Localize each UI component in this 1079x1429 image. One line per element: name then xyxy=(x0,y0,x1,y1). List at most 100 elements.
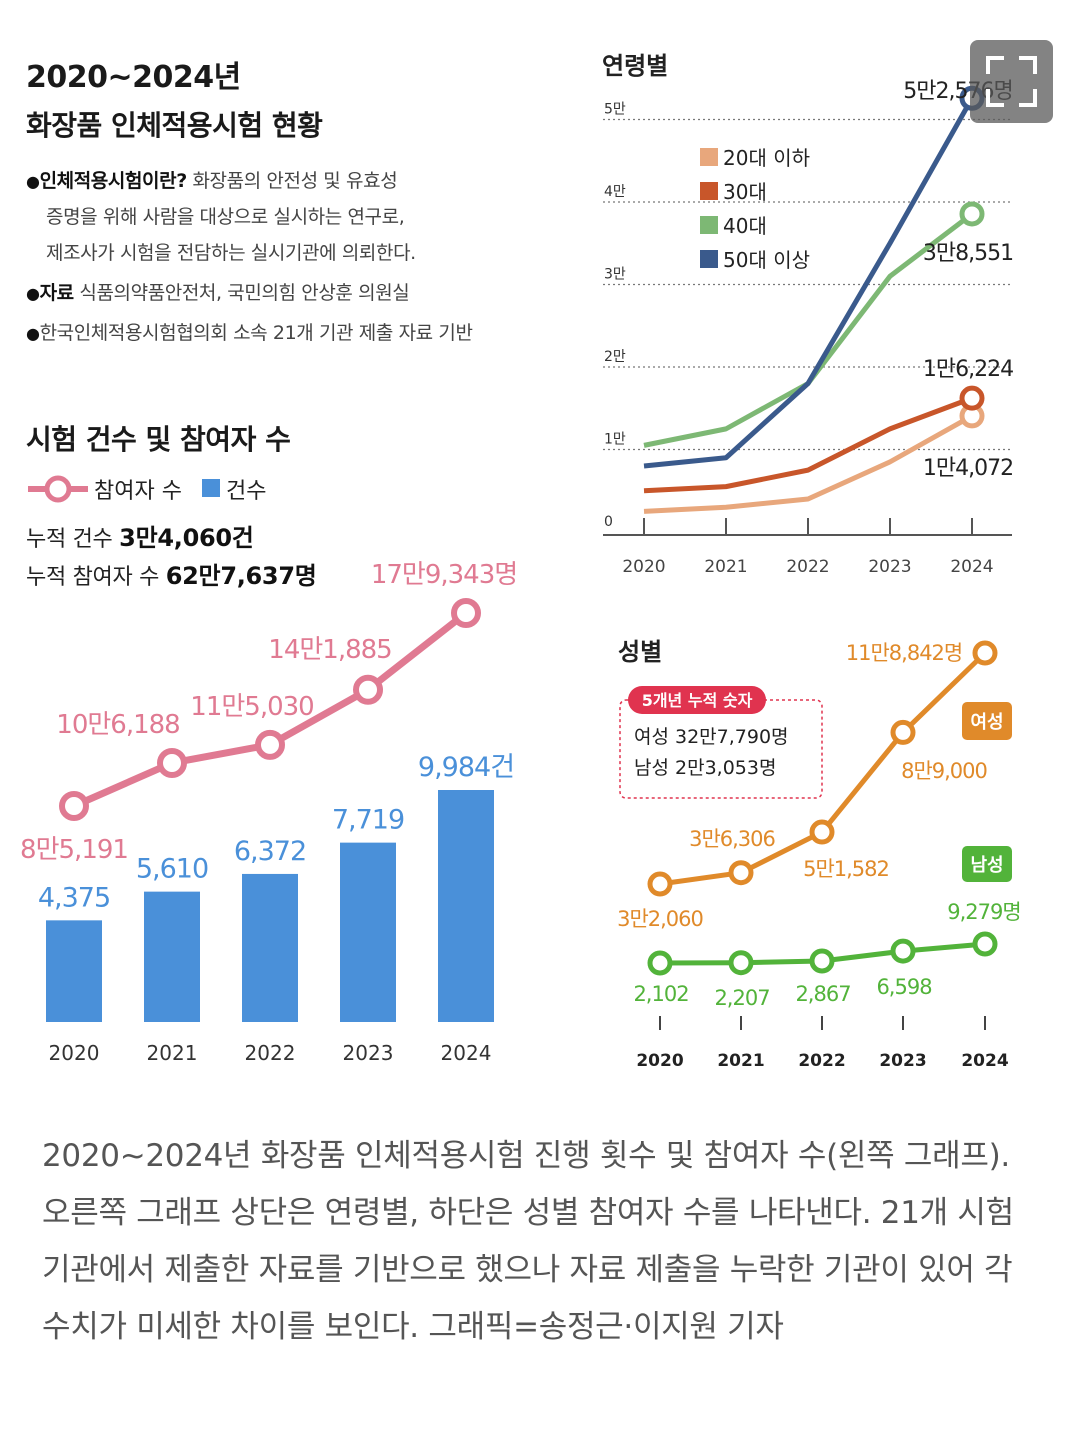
age-legend-label-2: 40대 xyxy=(723,214,767,238)
gender-x-tick-2024: 2024 xyxy=(961,1051,1008,1071)
male-point-2020 xyxy=(647,950,673,976)
definition-text-3: 제조사가 시험을 전담하는 실시기관에 의뢰한다. xyxy=(46,242,416,264)
main-title-year: 2020~2024년 xyxy=(26,60,241,95)
male-tag: 남성 xyxy=(970,855,1003,876)
female-point-2024 xyxy=(972,640,998,666)
female-label-2020: 3만2,060 xyxy=(617,907,703,931)
bar-cases-2023 xyxy=(340,842,396,1022)
participants-label-2020: 8만5,191 xyxy=(20,835,128,865)
age-line-1 xyxy=(643,395,973,494)
gender-x-tick-2021: 2021 xyxy=(717,1051,764,1071)
age-y-tick-3: 3만 xyxy=(604,267,626,283)
female-point-2021 xyxy=(728,860,754,886)
bar-cases-2022 xyxy=(242,873,298,1022)
female-label-2021: 3만6,306 xyxy=(689,827,775,851)
x-tick-2024: 2024 xyxy=(441,1041,492,1065)
participants-point-2023 xyxy=(353,674,383,705)
age-legend-swatch-2 xyxy=(700,216,718,234)
participants-point-2022 xyxy=(255,729,285,760)
expand-button[interactable] xyxy=(970,40,1053,123)
bar-label-2021: 5,610 xyxy=(136,854,208,885)
male-point-2024 xyxy=(972,931,998,957)
bullet-icon: ● xyxy=(26,284,40,303)
female-label-2024: 11만8,842명 xyxy=(846,641,962,665)
age-y-tick-2: 2만 xyxy=(604,349,626,365)
age-y-tick-1: 1만 xyxy=(604,432,626,448)
participants-label-2021: 10만6,188 xyxy=(56,710,179,740)
bullet-icon: ● xyxy=(26,324,40,343)
chart-age: 0 1만 2만 3만 4만 5만 2020 2021 2022 2023 2024 20대 이하 30대… xyxy=(603,79,1014,577)
female-point-2020 xyxy=(647,871,673,897)
x-tick-2022: 2022 xyxy=(245,1041,296,1065)
participants-point-2020 xyxy=(59,791,89,821)
age-line-0 xyxy=(643,413,974,514)
bar-cases-2021 xyxy=(144,891,200,1022)
female-label-2023: 8만9,000 xyxy=(901,759,987,783)
age-end-label-0: 1만4,072 xyxy=(923,456,1013,481)
legend-cases-marker xyxy=(202,479,220,497)
gender-x-tick-2023: 2023 xyxy=(879,1051,926,1071)
gender-callout: 5개년 누적 숫자 여성 32만7,790명 남성 2만3,053명 xyxy=(619,686,823,799)
female-tag-bg xyxy=(962,702,1012,740)
gender-x-tick-2020: 2020 xyxy=(636,1051,683,1071)
gender-chart-title: 성별 xyxy=(618,638,662,666)
definition-label: 인체적용시험이란? xyxy=(39,170,188,192)
article-caption: 2020~2024년 화장품 인체적용시험 진행 횟수 및 참여자 수(왼쪽 그… xyxy=(42,1138,1014,1345)
bar-cases-2020 xyxy=(46,920,102,1022)
age-endpoint-1 xyxy=(959,385,985,411)
age-legend-label-3: 50대 이상 xyxy=(723,248,810,272)
participants-label-2022: 11만5,030 xyxy=(190,692,313,722)
chart-tests-participants: 4,375 2020 5,610 2021 6,372 2022 7,719 2023 9,98… xyxy=(20,560,518,1065)
age-chart-title: 연령별 xyxy=(602,52,668,80)
age-endpoint-2 xyxy=(959,201,985,227)
participants-point-2024 xyxy=(451,598,481,628)
bar-label-2023: 7,719 xyxy=(332,805,404,836)
basis-text: 한국인체적용시험협의회 소속 21개 기관 제출 자료 기반 xyxy=(39,322,473,344)
source-label: 자료 xyxy=(39,282,75,304)
cum-cases-label: 누적 건수 xyxy=(26,527,113,552)
cumulative-participants: 누적 참여자 수 62만7,637명 xyxy=(26,556,317,591)
bar-label-2022: 6,372 xyxy=(234,836,306,867)
female-tag: 여성 xyxy=(970,712,1003,733)
x-tick-2023: 2023 xyxy=(343,1041,394,1065)
basis-line: ●한국인체적용시험협의회 소속 21개 기관 제출 자료 기반 xyxy=(26,318,473,345)
cum-cases-value: 3만4,060건 xyxy=(119,524,254,552)
male-label-2023: 6,598 xyxy=(876,975,931,999)
callout-title: 5개년 누적 숫자 xyxy=(642,691,753,710)
legend-cases-label: 건수 xyxy=(226,479,266,504)
cum-participants-label: 누적 참여자 수 xyxy=(26,565,160,590)
main-title: 화장품 인체적용시험 현황 xyxy=(26,109,323,142)
female-point-2023 xyxy=(890,719,916,745)
participants-point-2021 xyxy=(157,747,187,778)
age-legend-swatch-1 xyxy=(700,182,718,200)
age-y-tick-5: 5만 xyxy=(604,102,626,118)
chart-gender: 3만2,060 3만6,306 5만1,582 8만9,000 11만8,842명 2,1… xyxy=(617,640,1022,1071)
bar-label-2024: 9,984건 xyxy=(418,752,514,783)
expand-icon xyxy=(986,56,1037,107)
male-point-2023 xyxy=(890,938,916,964)
legend-participants-marker xyxy=(44,475,72,503)
definition-line-1: ●인체적용시험이란? 화장품의 안전성 및 유효성 xyxy=(26,166,398,193)
bullet-icon: ● xyxy=(26,172,40,191)
source-line: ●자료 식품의약품안전처, 국민의힘 안상훈 의원실 xyxy=(26,278,410,305)
age-x-tick-2022: 2022 xyxy=(786,557,829,577)
callout-male: 남성 2만3,053명 xyxy=(634,757,776,779)
x-tick-2020: 2020 xyxy=(49,1041,100,1065)
male-label-2021: 2,207 xyxy=(714,986,769,1010)
age-line-3 xyxy=(643,97,975,469)
age-x-tick-2021: 2021 xyxy=(704,557,747,577)
participants-label-2024: 17만9,343명 xyxy=(371,560,517,590)
bar-label-2020: 4,375 xyxy=(38,882,110,913)
age-x-tick-2024: 2024 xyxy=(950,557,993,577)
definition-text-1: 화장품의 안전성 및 유효성 xyxy=(192,170,398,192)
male-point-2022 xyxy=(809,948,835,974)
age-legend-swatch-3 xyxy=(700,250,718,268)
male-point-2021 xyxy=(728,950,754,976)
male-tag-bg xyxy=(962,846,1012,882)
male-label-2024: 9,279명 xyxy=(947,900,1020,924)
charts-canvas: 참여자 수 건수 4,375 2020 5,610 2021 6,372 2022 7,71… xyxy=(20,52,1022,1071)
age-y-tick-0: 0 xyxy=(604,514,613,530)
left-section-title: 시험 건수 및 참여자 수 xyxy=(26,423,291,456)
callout-female: 여성 32만7,790명 xyxy=(634,726,789,748)
bar-cases-2024 xyxy=(438,790,494,1022)
